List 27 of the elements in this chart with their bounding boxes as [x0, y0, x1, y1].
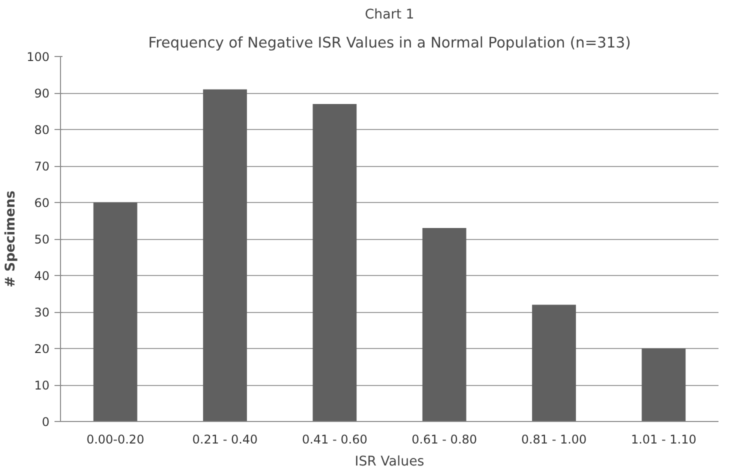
chart-subtitle: Frequency of Negative ISR Values in a Normal Population (n=313): [148, 34, 631, 52]
bar: [312, 104, 357, 422]
y-tick-label: 20: [34, 342, 50, 356]
y-tick-label: 10: [34, 378, 50, 392]
bar: [642, 348, 686, 422]
x-tick-label: 1.01 - 1.10: [630, 432, 696, 446]
x-tick-label: 0.21 - 0.40: [192, 432, 258, 446]
y-tick-label: 100: [26, 50, 50, 64]
x-tick-label: 0.41 - 0.60: [302, 432, 368, 446]
x-axis-title: ISR Values: [354, 454, 424, 470]
chart-title: Chart 1: [364, 8, 414, 22]
x-tick-label: 0.61 - 0.80: [412, 432, 478, 446]
y-tick-label: 50: [34, 232, 50, 246]
y-tick-label: 60: [34, 196, 50, 210]
bar: [532, 304, 576, 422]
y-tick-label: 90: [34, 86, 50, 100]
y-tick-label: 80: [34, 123, 50, 137]
bar: [422, 228, 466, 422]
x-tick-label: 0.00-0.20: [86, 432, 144, 446]
y-tick-label: 0: [42, 415, 50, 429]
y-tick-label: 70: [34, 160, 50, 174]
bar: [93, 202, 138, 422]
bar: [203, 89, 247, 422]
y-tick-label: 40: [34, 269, 50, 283]
x-tick-label: 0.81 - 1.00: [521, 432, 587, 446]
y-tick-label: 30: [34, 306, 50, 320]
y-axis-title: # Specimens: [4, 190, 19, 288]
